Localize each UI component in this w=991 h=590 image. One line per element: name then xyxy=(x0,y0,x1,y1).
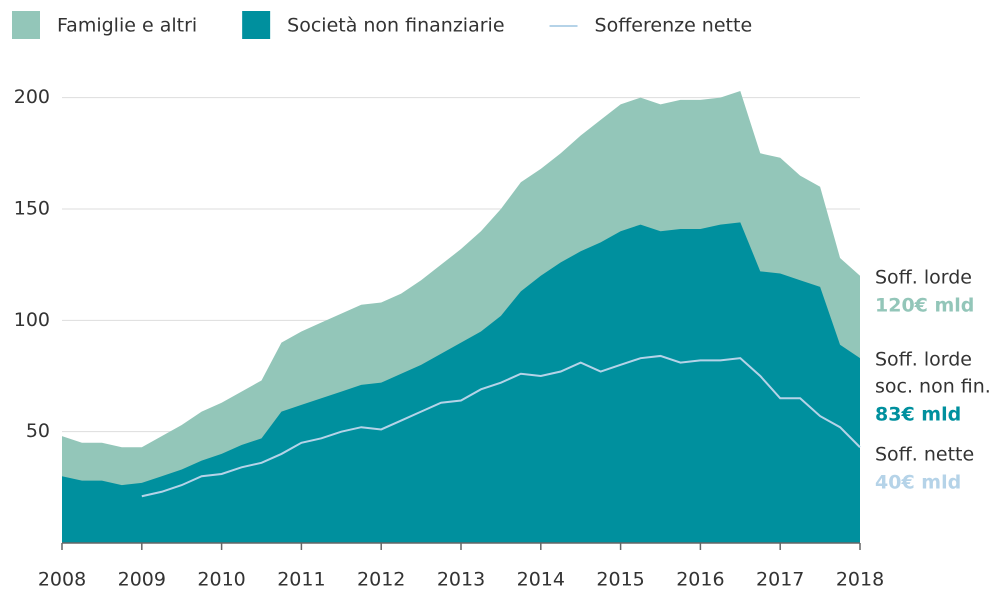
x-tick-label: 2018 xyxy=(836,569,884,590)
annotation-value: 40€ mld xyxy=(875,472,961,494)
legend-swatch xyxy=(12,11,40,39)
x-tick-label: 2012 xyxy=(357,569,405,590)
y-tick-label: 50 xyxy=(26,420,50,442)
x-tick-label: 2013 xyxy=(437,569,485,590)
x-tick-label: 2008 xyxy=(38,569,86,590)
x-tick-label: 2017 xyxy=(756,569,804,590)
annotation-value: 83€ mld xyxy=(875,404,961,426)
line xyxy=(141,354,861,498)
x-tick-label: 2009 xyxy=(118,569,166,590)
x-tick-label: 2016 xyxy=(676,569,724,590)
annotation: Soff. lorde xyxy=(875,349,972,371)
x-tick-label: 2014 xyxy=(517,569,565,590)
y-tick-label: 100 xyxy=(14,309,50,331)
legend-swatch xyxy=(242,11,271,39)
y-tick-label: 150 xyxy=(14,197,50,219)
x-tick-label: 2015 xyxy=(596,569,644,590)
legend-label: Famiglie e altri xyxy=(57,15,197,37)
legend-label: Società non finanziarie xyxy=(287,15,504,37)
annotation: soc. non fin. xyxy=(875,376,991,398)
annotation-value: 120€ mld xyxy=(875,295,974,317)
x-tick-label: 2011 xyxy=(277,569,325,590)
legend-label: Sofferenze nette xyxy=(595,15,753,37)
annotation: Soff. nette xyxy=(875,444,974,466)
y-tick-label: 200 xyxy=(14,86,50,108)
x-tick-label: 2010 xyxy=(197,569,245,590)
annotation: Soff. lorde xyxy=(875,267,972,289)
